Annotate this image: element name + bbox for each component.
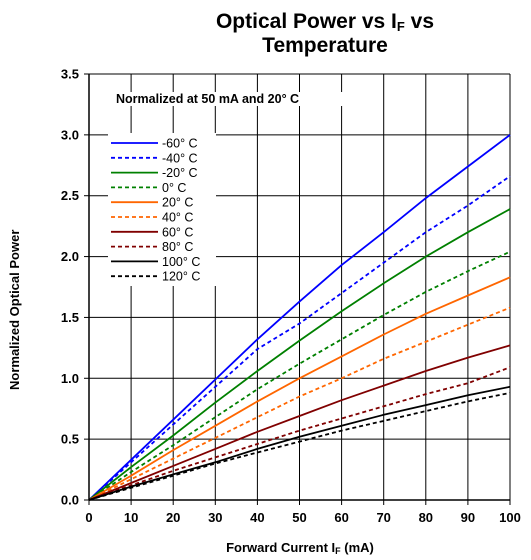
- series-line-5: [88, 306, 511, 501]
- x-tick-label: 0: [85, 510, 92, 525]
- series-lines: [88, 134, 511, 501]
- normalization-note: Normalized at 50 mA and 20° C: [116, 92, 346, 106]
- legend-label-3: 0° C: [162, 181, 186, 195]
- y-tick-label: 1.0: [61, 371, 79, 386]
- legend: -60° C -40° C -20° C 0° C 20° C 40° C 60° C 80°…: [108, 133, 216, 286]
- y-tick-label: 2.0: [61, 249, 79, 264]
- legend-label-4: 20° C: [162, 196, 193, 210]
- series-line-4: [88, 276, 511, 501]
- x-tick-label: 30: [208, 510, 222, 525]
- y-axis-label: Normalized Optical Power: [7, 229, 22, 390]
- x-tick-label: 10: [124, 510, 138, 525]
- series-line-1: [88, 175, 511, 501]
- legend-label-5: 40° C: [162, 211, 193, 225]
- chart-title-line2: Temperature: [262, 34, 388, 57]
- legend-label-6: 60° C: [162, 225, 193, 239]
- series-line-2: [88, 208, 511, 501]
- series-line-8: [88, 385, 511, 501]
- y-tick-label: 3.0: [61, 127, 79, 142]
- x-tick-label: 60: [334, 510, 348, 525]
- legend-label-0: -60° C: [162, 137, 198, 151]
- legend-label-2: -20° C: [162, 166, 198, 180]
- y-tick-label: 0.0: [61, 493, 79, 508]
- chart-title-line1: Optical Power vs IF vs: [215, 10, 435, 34]
- legend-label-7: 80° C: [162, 240, 193, 254]
- x-axis-label: Forward Current IF (mA): [226, 540, 374, 556]
- x-tick-label: 40: [250, 510, 264, 525]
- legend-label-8: 100° C: [162, 255, 200, 269]
- x-tick-label: 20: [166, 510, 180, 525]
- axes: [84, 73, 511, 505]
- legend-label-9: 120° C: [162, 270, 200, 284]
- x-tick-label: 70: [376, 510, 390, 525]
- series-line-7: [88, 366, 511, 501]
- legend-label-1: -40° C: [162, 151, 198, 165]
- y-tick-label: 3.5: [61, 67, 79, 82]
- y-tick-label: 1.5: [61, 310, 79, 325]
- x-tick-label: 80: [419, 510, 433, 525]
- series-line-6: [88, 344, 511, 501]
- y-tick-label: 2.5: [61, 188, 79, 203]
- y-tick-label: 0.5: [61, 432, 79, 447]
- series-line-0: [88, 134, 511, 501]
- x-tick-label: 50: [292, 510, 306, 525]
- grid: [88, 73, 511, 501]
- series-line-9: [88, 392, 511, 501]
- tick-labels: 0 10 20 30 40 50 60 70 80 90 100 0.0 0.5 1.0 1.5 2.0 2.5…: [61, 67, 521, 526]
- x-tick-label: 100: [499, 510, 521, 525]
- x-tick-label: 90: [461, 510, 475, 525]
